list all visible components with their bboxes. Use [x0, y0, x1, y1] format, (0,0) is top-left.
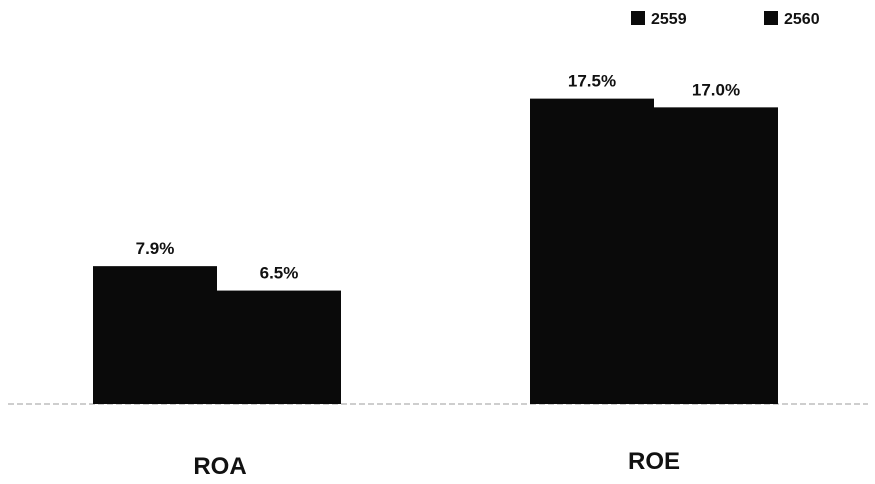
legend-swatch-2559 — [631, 11, 645, 25]
bar-roa-2560 — [217, 290, 341, 404]
data-label-roa-2559: 7.9% — [136, 239, 175, 258]
bars — [93, 98, 778, 404]
legend-swatch-2560 — [764, 11, 778, 25]
data-label-roa-2560: 6.5% — [260, 264, 299, 283]
category-axis: ROA ROE — [193, 448, 680, 480]
bar-roe-2559 — [530, 98, 654, 404]
bar-roa-2559 — [93, 266, 217, 404]
data-labels: 7.9% 6.5% 17.5% 17.0% — [136, 72, 740, 283]
data-label-roe-2559: 17.5% — [568, 72, 616, 91]
legend: 2559 2560 — [631, 11, 820, 28]
bar-roe-2560 — [654, 107, 778, 404]
legend-label-2559: 2559 — [651, 11, 687, 28]
category-label-roa: ROA — [193, 453, 246, 480]
legend-item-2560: 2560 — [764, 11, 820, 28]
category-label-roe: ROE — [628, 448, 680, 475]
legend-item-2559: 2559 — [631, 11, 687, 28]
legend-label-2560: 2560 — [784, 11, 820, 28]
data-label-roe-2560: 17.0% — [692, 80, 740, 99]
